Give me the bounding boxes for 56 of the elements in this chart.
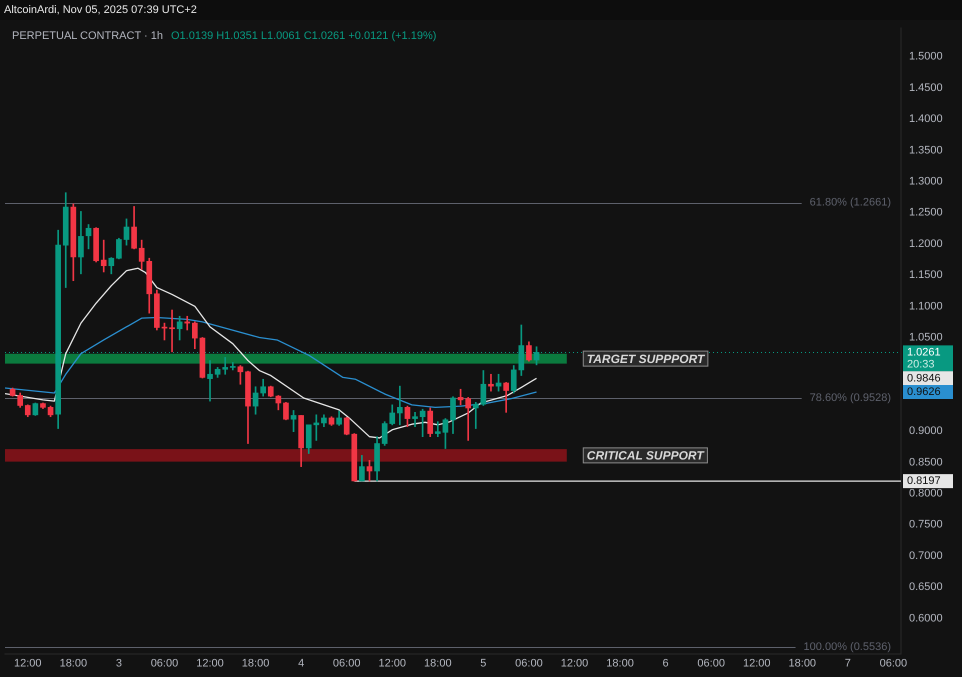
y-tick-label: 0.8000: [909, 487, 943, 500]
ref-line-label: 61.80% (1.2661): [810, 196, 891, 209]
x-tick-label: 3: [116, 657, 122, 670]
x-tick-label: 06:00: [332, 657, 360, 670]
x-tick-label: 06:00: [150, 657, 178, 670]
band-label: CRITICAL SUPPORT: [586, 448, 706, 463]
candlestick: [488, 374, 494, 392]
x-tick-label: 18:00: [60, 657, 88, 670]
y-tick-label: 1.3000: [909, 176, 943, 188]
candlestick: [366, 460, 372, 482]
candlestick: [290, 410, 296, 432]
candlestick: [412, 412, 418, 428]
x-tick-label: 18:00: [606, 657, 634, 670]
text: 20:33: [907, 358, 935, 370]
ref-line-label: 78.60% (0.9528): [810, 392, 891, 404]
x-tick-label: 06:00: [880, 657, 908, 670]
x-tick-label: 12:00: [742, 657, 770, 670]
y-tick-label: 0.7000: [909, 550, 943, 562]
ref-line-label: 1.0261: [907, 346, 941, 358]
y-tick-label: 1.3500: [909, 144, 943, 156]
y-tick-label: 0.8500: [909, 456, 943, 468]
data-label: 0.8197: [907, 475, 941, 488]
text: 0.9626: [907, 386, 941, 398]
x-tick-label: 6: [662, 657, 669, 670]
x-tick-label: 12:00: [378, 657, 406, 670]
y-tick-label: 1.2000: [909, 238, 943, 250]
y-tick-label: 1.5000: [909, 50, 943, 63]
x-tick-label: 12:00: [560, 657, 588, 670]
x-tick-label: 18:00: [788, 657, 816, 670]
annotation: O1.0139 H1.0351 L1.0061 C1.0261 +0.0121 (+1.19%): [170, 30, 436, 42]
candlestick: [496, 374, 502, 392]
y-tick-label: 0.6000: [909, 612, 943, 624]
y-tick-label: 0.7500: [909, 518, 943, 531]
x-tick-label: 06:00: [697, 657, 725, 670]
x-tick-label: 12:00: [196, 657, 224, 670]
x-tick-label: 12:00: [14, 657, 42, 670]
y-tick-label: 1.2500: [909, 206, 943, 219]
text: 0.9846: [907, 372, 941, 384]
x-tick-label: 4: [298, 657, 304, 670]
y-tick-label: 1.1500: [909, 269, 943, 282]
x-tick-label: 06:00: [515, 657, 543, 670]
chart-title: PERPETUAL CONTRACT · 1h: [12, 30, 163, 42]
band-label: TARGET SUPPPORT: [586, 352, 706, 366]
x-tick-label: 5: [480, 657, 486, 670]
y-tick-label: 0.6500: [909, 581, 943, 594]
y-tick-label: 1.0500: [909, 332, 943, 344]
y-tick-label: 1.4000: [909, 113, 943, 126]
x-tick-label: 7: [844, 657, 851, 670]
text: AltcoinArdi, Nov 05, 2025 07:39 UTC+2: [0, 0, 962, 20]
x-tick-label: 18:00: [424, 657, 452, 670]
ref-line-label: 100.00% (0.5536): [804, 641, 891, 654]
y-tick-label: 1.1000: [909, 300, 943, 312]
candlestick: [207, 360, 213, 402]
y-tick-label: 1.4500: [909, 82, 943, 94]
x-tick-label: 18:00: [242, 657, 270, 670]
y-tick-label: 0.9000: [909, 425, 943, 438]
